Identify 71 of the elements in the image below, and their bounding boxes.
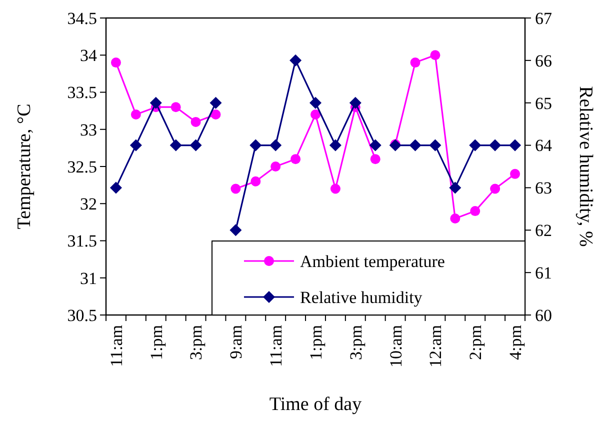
- point: [329, 139, 342, 152]
- x-tick-label: 10:am: [386, 325, 406, 368]
- y-tick-label: 32.5: [67, 157, 97, 176]
- point: [230, 184, 241, 194]
- y2-tick-label: 60: [535, 306, 552, 325]
- y2-tick-label: 65: [535, 94, 552, 113]
- x-tick-label: 1:pm: [306, 325, 326, 360]
- y-tick-label: 33.5: [67, 83, 97, 102]
- point: [330, 184, 340, 194]
- y-axis-title: Temperature, °C: [14, 104, 35, 230]
- y-tick-label: 33: [80, 120, 97, 140]
- y2-tick-label: 62: [535, 221, 552, 240]
- x-tick-label: 2:pm: [466, 325, 486, 360]
- y-tick-label: 34.5: [67, 8, 97, 28]
- y2-tick-label: 67: [535, 8, 552, 28]
- point: [510, 168, 520, 179]
- x-tick-label: 9:am: [226, 325, 246, 359]
- legend-label: Relative humidity: [300, 288, 423, 307]
- y-tick-label: 32: [80, 194, 97, 214]
- point: [190, 139, 202, 152]
- point: [170, 102, 181, 112]
- point: [270, 162, 281, 172]
- y2-tick-label: 64: [535, 136, 552, 156]
- point: [469, 139, 482, 152]
- y2-tick-label: 61: [535, 264, 552, 283]
- point: [370, 154, 380, 164]
- x-tick-label: 11:am: [266, 325, 286, 367]
- point: [349, 96, 362, 109]
- point: [410, 58, 420, 68]
- point: [290, 154, 301, 164]
- point: [170, 139, 182, 152]
- point: [110, 182, 122, 194]
- point: [250, 139, 262, 152]
- point: [490, 184, 500, 194]
- point: [489, 139, 502, 152]
- point: [210, 96, 222, 109]
- x-tick-label: 3:pm: [186, 325, 206, 360]
- x-tick-label: 11:am: [106, 325, 126, 367]
- x-tick-label: 3:pm: [346, 325, 366, 360]
- point: [430, 50, 440, 60]
- point: [310, 96, 322, 109]
- point: [450, 213, 460, 224]
- point: [429, 139, 442, 152]
- x-tick-label: 12:am: [426, 325, 446, 368]
- point: [130, 110, 141, 120]
- point: [369, 139, 382, 152]
- x-axis-title: Time of day: [269, 394, 362, 415]
- point: [409, 139, 422, 152]
- point: [210, 110, 221, 120]
- point: [130, 139, 142, 152]
- y-tick-label: 30.5: [67, 306, 97, 325]
- point: [110, 58, 121, 68]
- point: [310, 110, 320, 120]
- point: [509, 139, 522, 152]
- point: [290, 54, 302, 66]
- point: [470, 206, 480, 216]
- legend-label: Ambient temperature: [300, 252, 445, 271]
- x-tick-label: 4:pm: [506, 325, 525, 360]
- y-tick-label: 31: [80, 268, 97, 288]
- point: [250, 176, 261, 186]
- point: [270, 139, 282, 152]
- point: [190, 116, 201, 127]
- y2-tick-label: 63: [535, 178, 552, 198]
- point: [230, 224, 242, 236]
- y-tick-label: 34: [80, 46, 98, 66]
- x-tick-label: 1:pm: [146, 325, 166, 360]
- y2-tick-label: 66: [535, 51, 552, 70]
- y2-axis-title: Relative humidity, %: [575, 86, 596, 248]
- y-tick-label: 31.5: [67, 232, 97, 251]
- point: [150, 96, 162, 109]
- point: [449, 182, 462, 194]
